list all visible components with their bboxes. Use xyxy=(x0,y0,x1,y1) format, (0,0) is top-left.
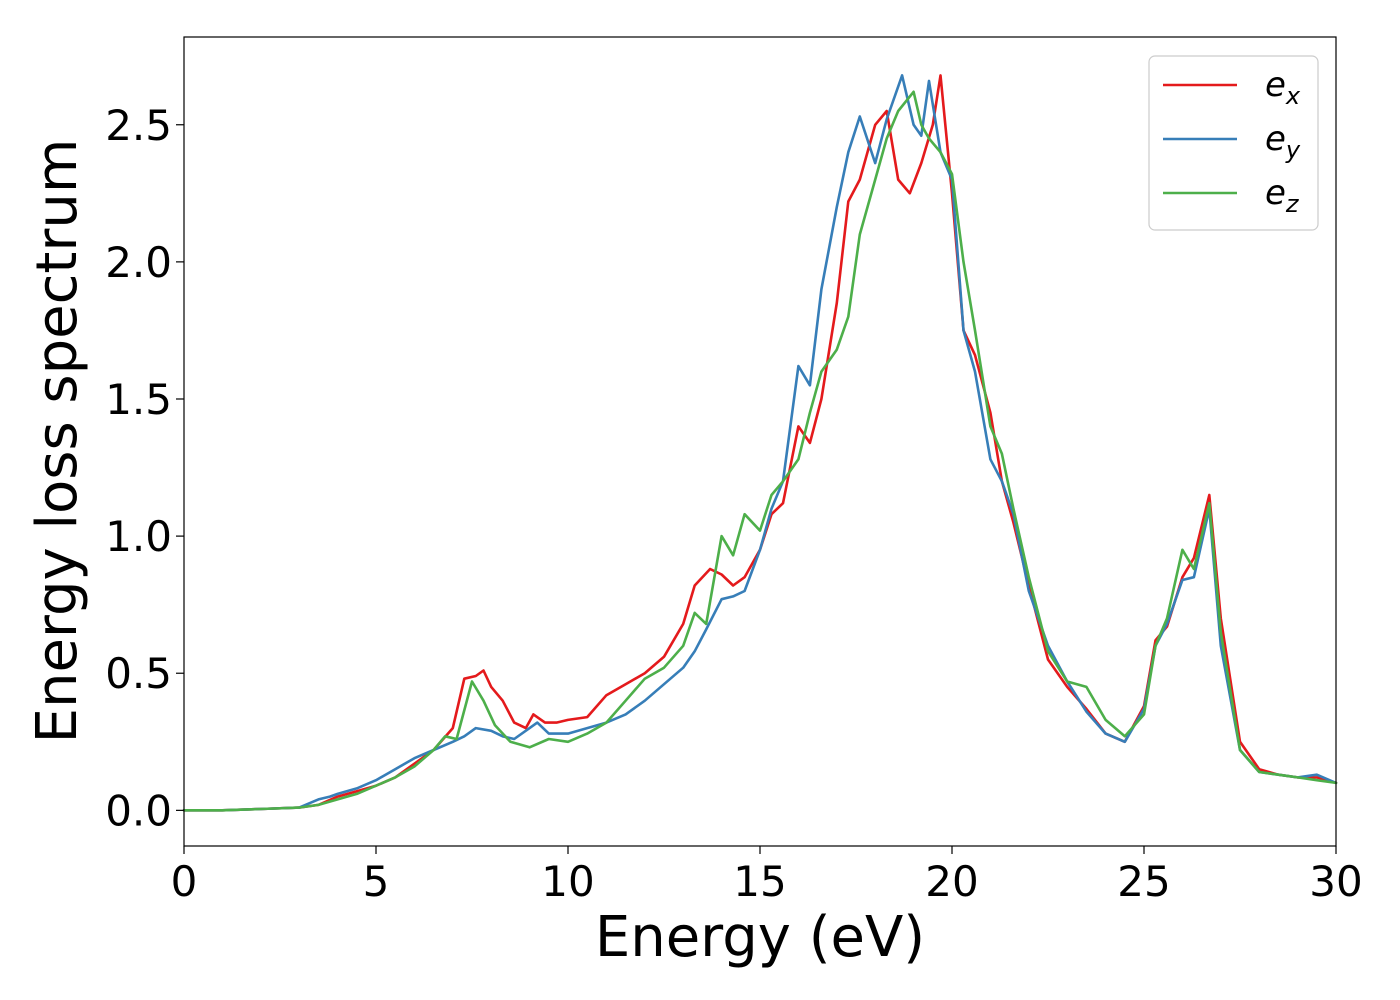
y-tick-label: 0.0 xyxy=(105,786,172,835)
legend-label-y: ey xyxy=(1265,119,1301,164)
y-tick-label: 2.0 xyxy=(105,238,172,287)
y-tick-label: 2.5 xyxy=(105,101,172,150)
x-tick-label: 25 xyxy=(1117,857,1170,906)
x-tick-label: 10 xyxy=(541,857,594,906)
series-layer xyxy=(182,74,1338,812)
x-tick-label: 15 xyxy=(733,857,786,906)
y-tick-label: 1.5 xyxy=(105,375,172,424)
x-tick-label: 0 xyxy=(171,857,198,906)
legend-label-z: ez xyxy=(1265,173,1300,218)
y-axis-title: Energy loss spectrum xyxy=(25,139,90,744)
legend-label-x: ex xyxy=(1265,65,1301,110)
y-tick-label: 1.0 xyxy=(105,512,172,561)
legend: ex ey ez xyxy=(1148,55,1319,231)
series-line-y xyxy=(182,74,1338,812)
x-axis-title: Energy (eV) xyxy=(595,905,925,970)
x-tick-label: 5 xyxy=(363,857,390,906)
x-axis: 0 5 10 15 20 25 30 xyxy=(171,846,1363,906)
legend-box xyxy=(1148,55,1319,231)
series-line-z xyxy=(182,90,1338,812)
x-tick-label: 20 xyxy=(925,857,978,906)
y-axis: 0.0 0.5 1.0 1.5 2.0 2.5 xyxy=(105,101,184,835)
x-tick-label: 30 xyxy=(1309,857,1362,906)
y-tick-label: 0.5 xyxy=(105,649,172,698)
